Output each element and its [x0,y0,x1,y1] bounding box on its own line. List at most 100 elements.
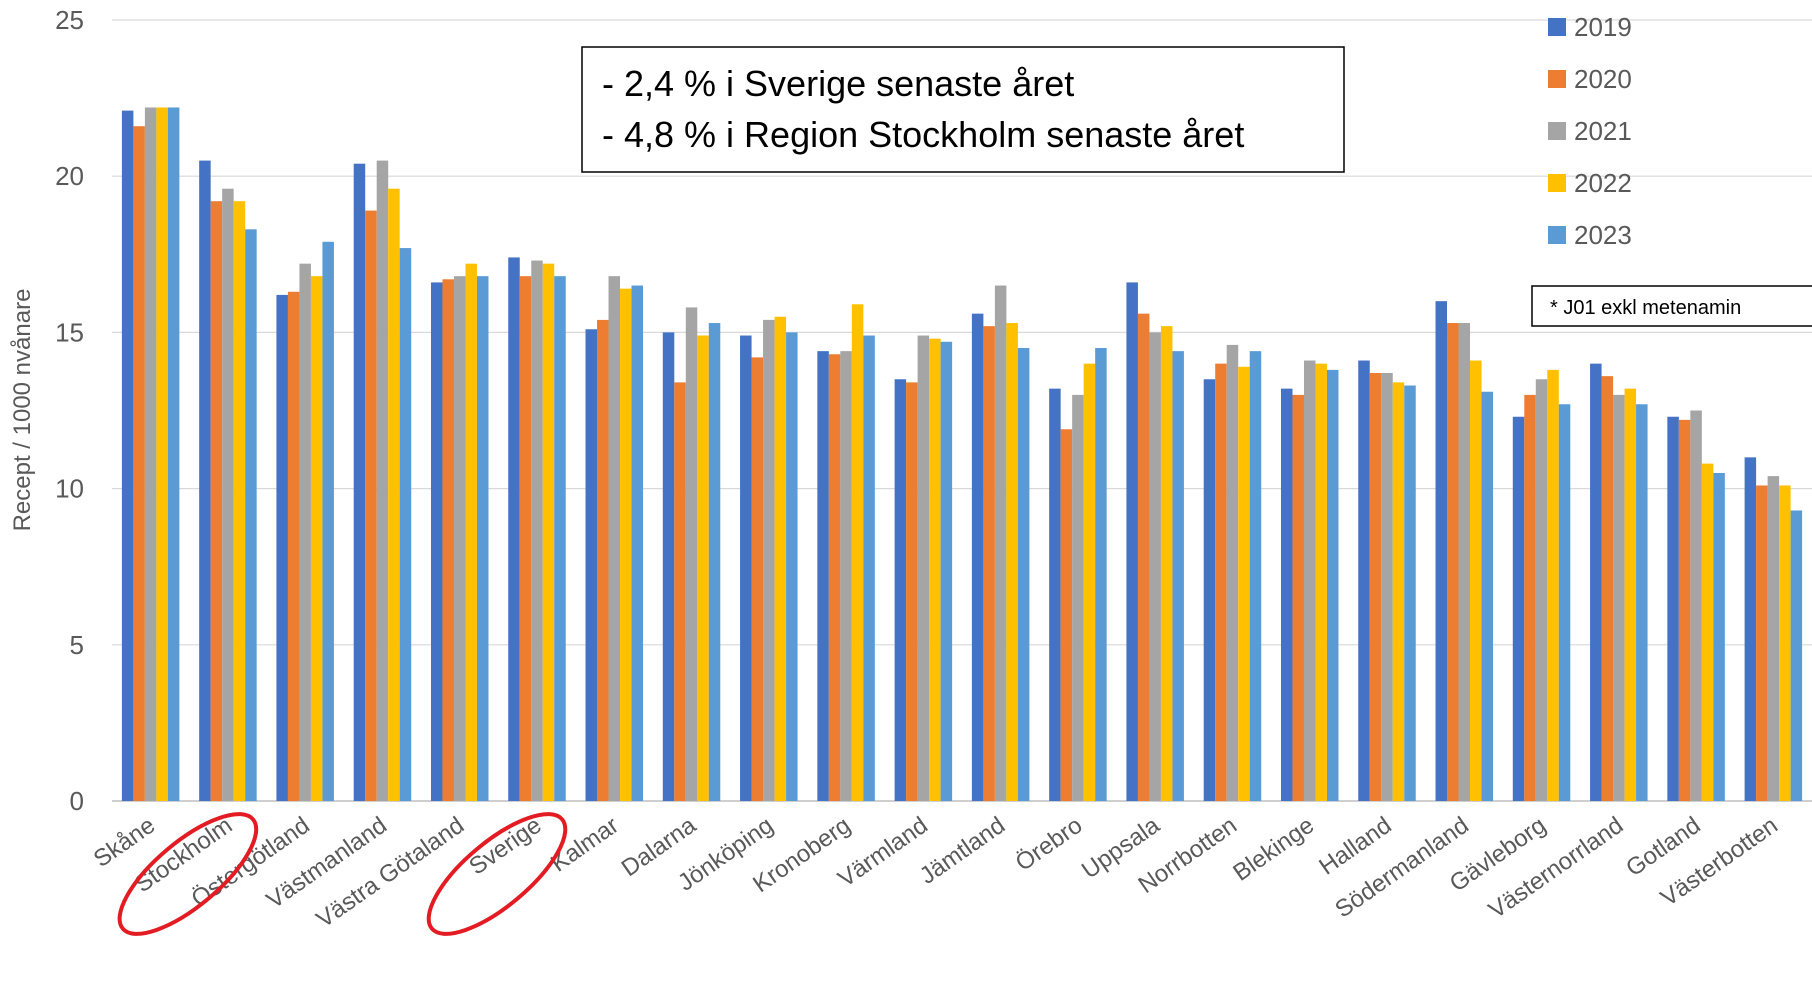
bar-2021-Västernorrland [1613,394,1625,801]
bar-2023-Södermanland [1481,391,1494,801]
bar-2020-Västerbotten [1756,485,1768,801]
bar-2020-Kronoberg [828,354,841,801]
bar-2022-Västra Götaland [465,263,477,801]
bar-2021-Blekinge [1303,360,1316,801]
bar-2021-Södermanland [1458,323,1471,801]
bar-2022-Västernorrland [1624,388,1637,801]
bar-2020-Jämtland [983,326,995,801]
bar-2019-Jämtland [971,313,984,801]
bar-2021-Västra Götaland [453,276,466,802]
x-axis-categories: SkåneStockholmÖstergötlandVästmanlandVäs… [89,811,1783,933]
bar-2020-Gotland [1678,419,1691,801]
bar-2023-Västmanland [399,248,412,801]
bar-2022-Blekinge [1315,363,1327,801]
bar-2022-Östergötland [310,276,323,802]
bar-2019-Dalarna [662,332,675,801]
bar-2023-Jämtland [1017,348,1030,801]
bar-2020-Sverige [519,276,532,802]
x-tick-label: Södermanland [1330,812,1473,924]
bar-2020-Östergötland [287,291,300,801]
bar-2022-Gävleborg [1547,369,1559,801]
bar-2020-Halland [1369,373,1382,801]
bar-2019-Västernorrland [1590,363,1602,801]
bar-2019-Gotland [1667,416,1679,801]
bar-2022-Örebro [1083,363,1096,801]
bar-2021-Halland [1381,373,1393,801]
bar-2020-Västmanland [365,210,377,802]
bar-2021-Värmland [917,335,930,801]
bar-2021-Uppsala [1149,332,1161,801]
bar-2023-Västra Götaland [476,276,489,802]
bar-2019-Västmanland [353,163,366,802]
bar-2020-Blekinge [1292,394,1304,801]
bar-2020-Uppsala [1137,313,1150,801]
bar-2020-Södermanland [1447,323,1459,801]
legend: 2019 2020 2021 2022 2023 [1548,12,1632,250]
bar-2021-Norrbotten [1226,344,1239,801]
bar-2019-Örebro [1049,388,1061,801]
bar-2020-Norrbotten [1215,363,1227,801]
bar-2023-Uppsala [1172,351,1184,801]
bar-2021-Gävleborg [1535,379,1548,801]
bar-2023-Gävleborg [1558,404,1571,801]
bar-2019-Blekinge [1280,388,1293,801]
legend-swatch-2023 [1548,226,1566,244]
bar-2021-Jämtland [994,285,1007,801]
bar-2023-Västerbotten [1790,510,1803,801]
bar-2022-Västmanland [388,188,400,802]
y-axis-label: Recept / 1000 nvånare [9,289,36,532]
bar-2022-Västerbotten [1779,485,1791,801]
bar-2022-Dalarna [697,335,709,801]
bar-2023-Västernorrland [1636,404,1648,801]
bar-2022-Sverige [542,263,555,801]
bar-2022-Norrbotten [1238,366,1250,801]
bar-2020-Örebro [1060,429,1073,801]
bar-2023-Stockholm [245,229,257,802]
bar-2019-Södermanland [1435,301,1448,801]
bar-2019-Jönköping [740,335,752,801]
bar-2019-Gävleborg [1512,416,1525,801]
y-axis-ticks: 0 5 10 15 20 25 [55,5,84,816]
bar-2023-Örebro [1095,348,1107,801]
bar-2019-Norrbotten [1203,379,1216,801]
bar-2021-Sverige [531,260,543,802]
bar-2020-Jönköping [751,357,764,801]
bar-2019-Stockholm [199,160,211,801]
bar-2021-Kalmar [608,276,621,802]
bar-2022-Kalmar [620,288,632,801]
bar-2023-Jönköping [786,332,798,801]
bar-2020-Skåne [133,126,145,801]
bar-2023-Norrbotten [1249,351,1262,801]
bar-2023-Kalmar [631,285,644,801]
legend-label: 2019 [1574,12,1632,42]
highlight-ellipse-stockholm [117,812,259,936]
bar-2022-Värmland [929,338,941,801]
x-tick-label: Sverige [464,812,546,881]
bar-2020-Värmland [906,382,918,801]
x-tick-label: Kalmar [546,812,624,878]
callout-line-1: - 2,4 % i Sverige senaste året [602,63,1074,104]
bar-2022-Södermanland [1470,360,1482,801]
highlight-ellipse-sverige [426,812,568,936]
bar-2019-Västerbotten [1744,457,1757,801]
bar-2022-Skåne [156,107,168,802]
bar-2020-Dalarna [674,382,686,801]
bar-2021-Västerbotten [1767,476,1780,801]
bar-2019-Kalmar [585,329,598,801]
y-tick-label: 15 [55,317,84,347]
y-tick-label: 20 [55,161,84,191]
y-tick-label: 25 [55,5,84,35]
x-tick-label: Örebro [1011,812,1088,877]
bar-2020-Västra Götaland [442,279,454,801]
bar-2019-Västra Götaland [430,282,443,801]
bar-2020-Västernorrland [1601,376,1614,801]
bar-2021-Gotland [1690,410,1702,801]
bar-2021-Stockholm [222,188,234,802]
bar-2023-Blekinge [1326,369,1339,801]
bar-2023-Sverige [554,276,566,802]
bar-2023-Östergötland [322,241,334,801]
bar-2022-Jönköping [774,316,787,801]
y-tick-label: 5 [70,630,84,660]
bar-2022-Halland [1392,382,1405,801]
